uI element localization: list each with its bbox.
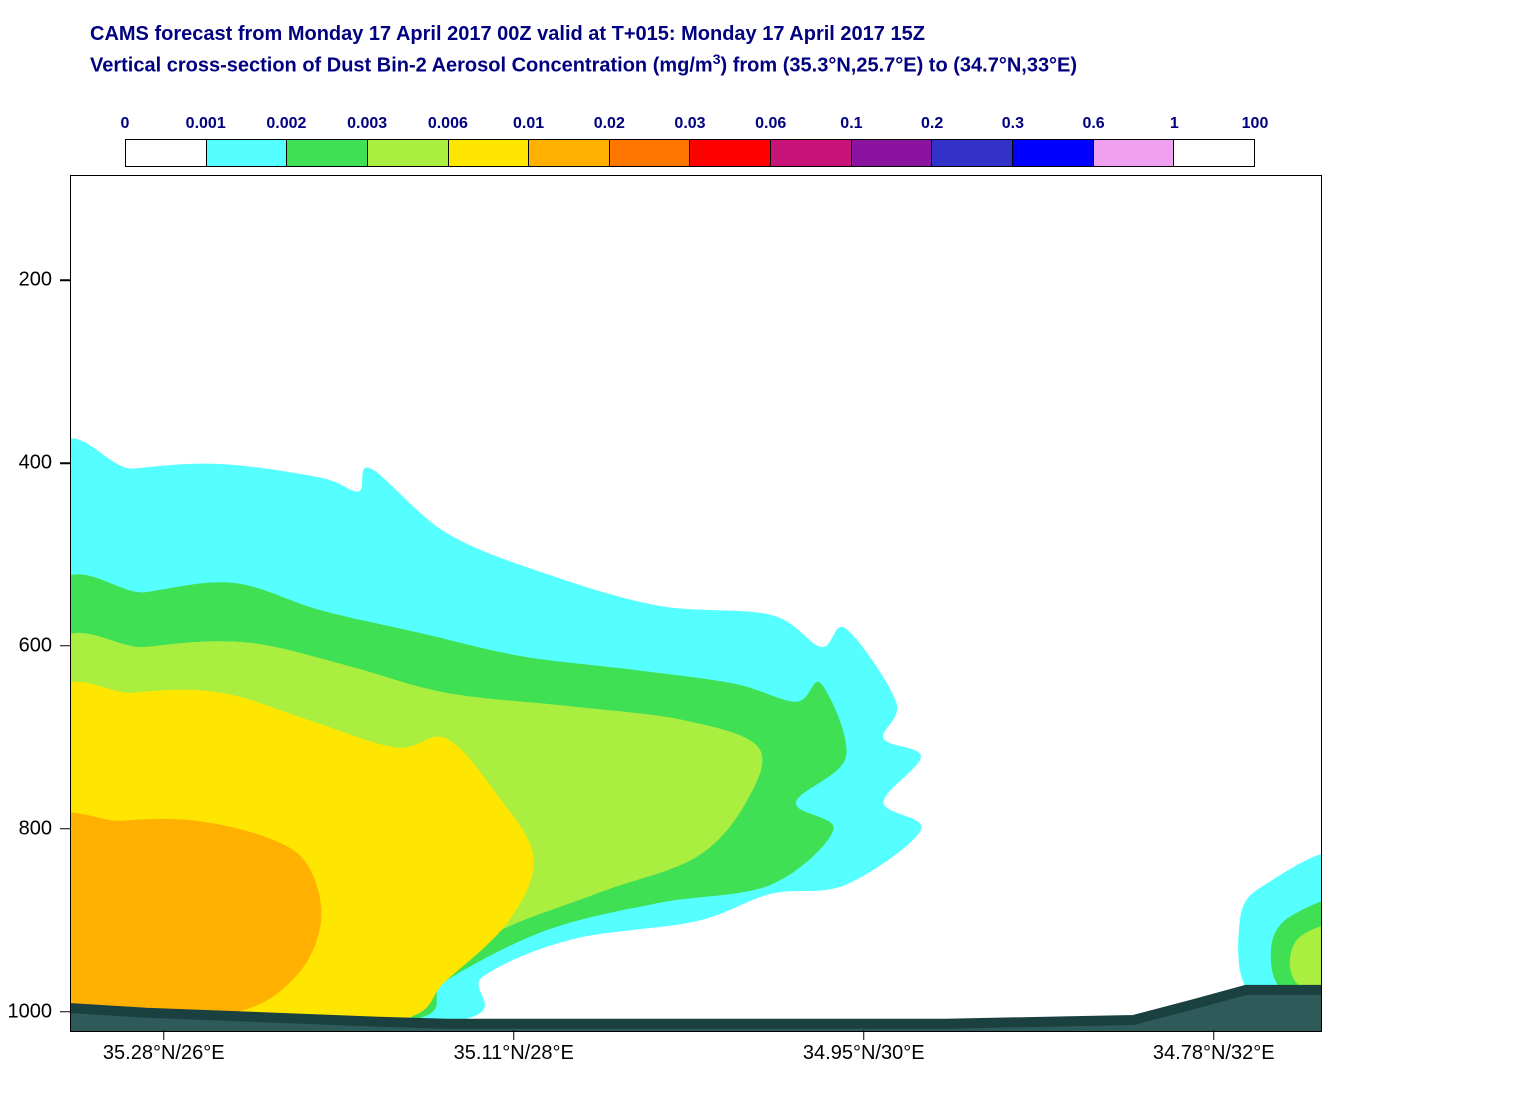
colorbar-labels: 00.0010.0020.0030.0060.010.020.030.060.1… bbox=[125, 115, 1255, 137]
colorbar-swatch bbox=[126, 140, 207, 166]
y-tick-mark bbox=[60, 279, 70, 281]
colorbar-swatch bbox=[771, 140, 852, 166]
colorbar-swatch bbox=[690, 140, 771, 166]
colorbar-tick-label: 0.01 bbox=[513, 115, 544, 133]
colorbar-swatch bbox=[1094, 140, 1175, 166]
colorbar-swatches bbox=[125, 139, 1255, 167]
x-tick-mark bbox=[1213, 1030, 1215, 1040]
colorbar-swatch bbox=[207, 140, 288, 166]
colorbar-swatch bbox=[932, 140, 1013, 166]
colorbar-swatch bbox=[529, 140, 610, 166]
colorbar: 00.0010.0020.0030.0060.010.020.030.060.1… bbox=[125, 115, 1255, 167]
y-tick-label: 1000 bbox=[8, 1000, 53, 1023]
x-tick-mark bbox=[513, 1030, 515, 1040]
x-tick-label: 35.11°N/28°E bbox=[454, 1042, 574, 1065]
y-tick-label: 800 bbox=[19, 817, 52, 840]
chart-title-line2-pre: Vertical cross-section of Dust Bin-2 Aer… bbox=[90, 55, 713, 77]
colorbar-swatch bbox=[852, 140, 933, 166]
colorbar-tick-label: 0.06 bbox=[755, 115, 786, 133]
colorbar-tick-label: 0.6 bbox=[1082, 115, 1104, 133]
colorbar-tick-label: 0.2 bbox=[921, 115, 943, 133]
y-tick-mark bbox=[60, 462, 70, 464]
chart-title: CAMS forecast from Monday 17 April 2017 … bbox=[90, 20, 1077, 81]
chart-title-line2-sup: 3 bbox=[713, 51, 721, 67]
colorbar-swatch bbox=[1013, 140, 1094, 166]
y-tick-mark bbox=[60, 1011, 70, 1013]
colorbar-tick-label: 0.003 bbox=[347, 115, 387, 133]
colorbar-tick-label: 100 bbox=[1242, 115, 1269, 133]
plot-frame bbox=[70, 175, 1322, 1032]
y-tick-mark bbox=[60, 645, 70, 647]
y-tick-label: 200 bbox=[19, 269, 52, 292]
colorbar-tick-label: 0.1 bbox=[840, 115, 862, 133]
x-tick-mark bbox=[163, 1030, 165, 1040]
colorbar-tick-label: 0.002 bbox=[266, 115, 306, 133]
y-tick-label: 400 bbox=[19, 452, 52, 475]
colorbar-swatch bbox=[1174, 140, 1254, 166]
x-tick-mark bbox=[863, 1030, 865, 1040]
chart-title-line1: CAMS forecast from Monday 17 April 2017 … bbox=[90, 20, 1077, 49]
colorbar-tick-label: 0.006 bbox=[428, 115, 468, 133]
colorbar-swatch bbox=[368, 140, 449, 166]
colorbar-tick-label: 0.001 bbox=[186, 115, 226, 133]
plot-svg bbox=[71, 176, 1321, 1031]
colorbar-swatch bbox=[610, 140, 691, 166]
y-tick-mark bbox=[60, 828, 70, 830]
x-tick-label: 34.95°N/30°E bbox=[803, 1042, 925, 1065]
colorbar-swatch bbox=[449, 140, 530, 166]
x-tick-label: 34.78°N/32°E bbox=[1153, 1042, 1275, 1065]
page-root: CAMS forecast from Monday 17 April 2017 … bbox=[0, 0, 1513, 1101]
colorbar-tick-label: 0.3 bbox=[1002, 115, 1024, 133]
x-tick-label: 35.28°N/26°E bbox=[103, 1042, 225, 1065]
colorbar-swatch bbox=[287, 140, 368, 166]
chart-title-line2: Vertical cross-section of Dust Bin-2 Aer… bbox=[90, 49, 1077, 81]
colorbar-tick-label: 0 bbox=[121, 115, 130, 133]
colorbar-tick-label: 1 bbox=[1170, 115, 1179, 133]
colorbar-tick-label: 0.02 bbox=[594, 115, 625, 133]
chart-title-line2-post: ) from (35.3°N,25.7°E) to (34.7°N,33°E) bbox=[721, 55, 1078, 77]
y-tick-label: 600 bbox=[19, 634, 52, 657]
colorbar-tick-label: 0.03 bbox=[674, 115, 705, 133]
